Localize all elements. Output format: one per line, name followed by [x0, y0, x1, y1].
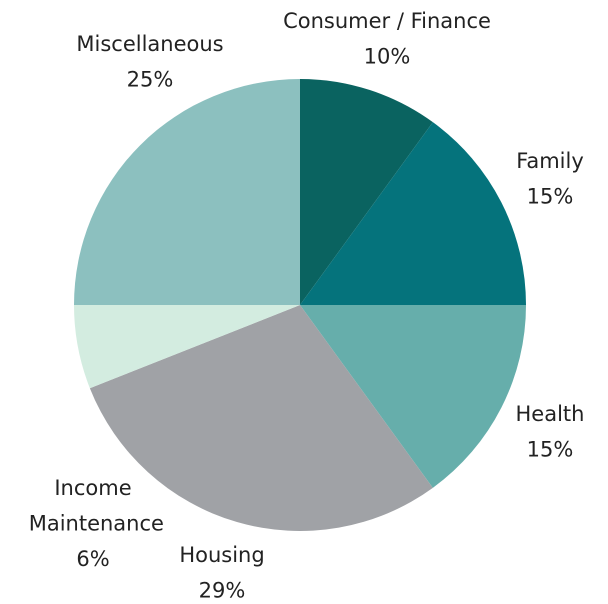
- slice-value-label: 25%: [127, 68, 174, 92]
- slice-value-label: 15%: [527, 185, 574, 209]
- pie-slice: [89, 305, 433, 531]
- slice-value-label: 15%: [527, 438, 574, 462]
- slice-label: Consumer / Finance: [283, 9, 491, 33]
- slice-label: Income Maintenance: [22, 476, 164, 536]
- slice-value-label: 29%: [199, 579, 246, 603]
- pie-slice: [74, 305, 300, 389]
- slice-label: Housing: [179, 543, 264, 567]
- pie-slice: [300, 305, 526, 488]
- slice-label: Family: [516, 149, 584, 173]
- slice-label: Health: [516, 402, 585, 426]
- slice-value-label: 10%: [364, 45, 411, 69]
- slice-label: Miscellaneous: [76, 32, 223, 56]
- pie-slice: [74, 79, 300, 305]
- slice-value-label: 6%: [76, 547, 109, 571]
- pie-slice: [300, 79, 433, 305]
- pie-slice: [300, 122, 526, 305]
